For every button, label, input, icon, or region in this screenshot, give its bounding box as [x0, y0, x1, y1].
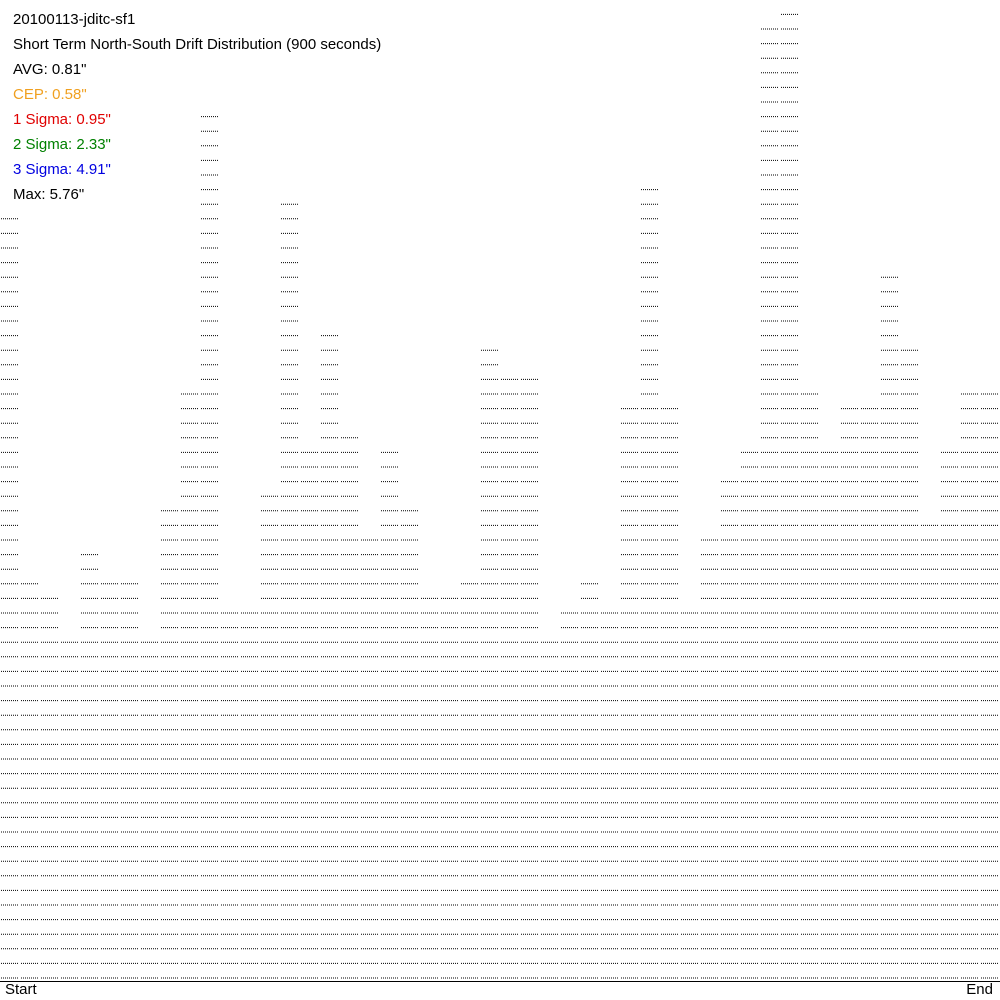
dot-column: [221, 612, 239, 979]
dot-column: [601, 612, 619, 979]
dot-column: [1, 218, 19, 979]
dot-column: [541, 641, 559, 979]
dot-column: [421, 597, 439, 979]
dot-column: [81, 554, 99, 979]
dot-column: [41, 597, 59, 979]
stat-label: CEP: 0.58": [13, 86, 87, 103]
dot-column: [321, 335, 339, 979]
dot-column: [801, 393, 819, 979]
dot-column: [981, 393, 999, 979]
dot-column: [461, 583, 479, 979]
dot-column: [441, 597, 459, 979]
dot-column: [381, 451, 399, 979]
dot-column: [761, 28, 779, 979]
dot-column: [581, 583, 599, 979]
dot-column: [261, 495, 279, 979]
dot-column: [841, 408, 859, 979]
dot-column: [501, 378, 519, 979]
dot-column: [781, 13, 799, 979]
dot-column: [121, 583, 139, 979]
dot-column: [641, 189, 659, 979]
dot-column: [861, 408, 879, 979]
x-end-label: End: [966, 981, 993, 998]
chart-title: 20100113-jditc-sf1: [13, 11, 135, 28]
dot-column: [481, 349, 499, 979]
dot-column: [661, 408, 679, 979]
chart-subtitle: Short Term North-South Drift Distributio…: [13, 36, 381, 53]
dot-column: [201, 116, 219, 979]
dot-column: [21, 583, 39, 979]
dot-column: [881, 276, 899, 979]
dot-column: [701, 539, 719, 979]
dot-column: [901, 349, 919, 979]
dot-column: [621, 408, 639, 979]
dot-column: [681, 612, 699, 979]
dot-column: [341, 437, 359, 979]
dot-column: [141, 641, 159, 979]
dot-column: [181, 393, 199, 979]
dot-column: [361, 539, 379, 979]
dot-column: [241, 612, 259, 979]
dot-column: [821, 451, 839, 979]
stat-label: 3 Sigma: 4.91": [13, 161, 111, 178]
dot-column: [521, 378, 539, 979]
dot-column: [721, 481, 739, 979]
dot-column: [941, 451, 959, 979]
dot-column: [161, 510, 179, 979]
stat-label: AVG: 0.81": [13, 61, 86, 78]
x-start-label: Start: [5, 981, 38, 998]
stat-label: Max: 5.76": [13, 186, 84, 203]
dot-column: [401, 510, 419, 979]
stat-label: 1 Sigma: 0.95": [13, 111, 111, 128]
dot-column: [281, 203, 299, 979]
dot-column: [301, 451, 319, 979]
dot-column: [61, 641, 79, 979]
dot-column: [561, 612, 579, 979]
dot-column: [961, 393, 979, 979]
dot-column: [741, 451, 759, 979]
dot-column: [921, 524, 939, 979]
stat-label: 2 Sigma: 2.33": [13, 136, 111, 153]
dot-column: [101, 583, 119, 979]
